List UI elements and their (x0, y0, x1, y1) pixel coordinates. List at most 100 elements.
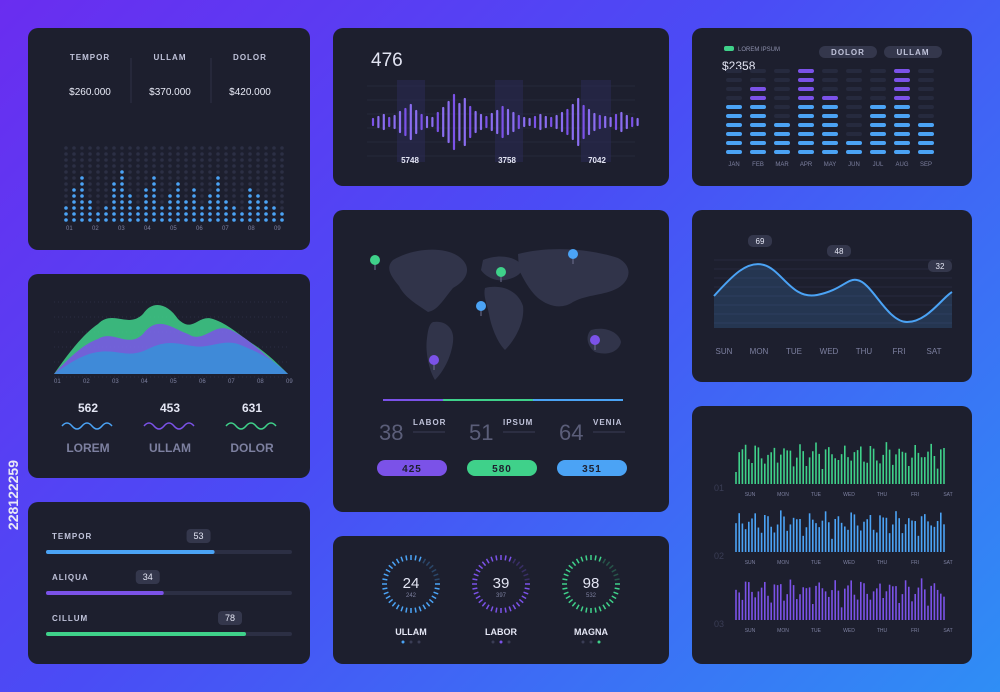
data-dot (80, 206, 84, 210)
x-tick: APR (800, 162, 813, 168)
stack-bar-segment (822, 150, 838, 154)
grid-dot (248, 164, 252, 168)
gauge-tick (383, 573, 389, 577)
stat-label: LABOR (413, 418, 446, 427)
stack-bar-empty (750, 78, 766, 82)
grid-dot (216, 158, 220, 162)
value-label: 32 (936, 262, 945, 271)
data-dot (216, 176, 220, 180)
stack-bar-segment (726, 123, 742, 127)
grid-dot (256, 164, 260, 168)
grid-dot (224, 146, 228, 150)
gauge-tick (594, 555, 597, 561)
grid-dot (80, 146, 84, 150)
grid-dot (144, 182, 148, 186)
stack-bar-segment (894, 96, 910, 100)
panel-progress-bars: TEMPOR 53 ALIQUA 34 CILLUM 78 (28, 502, 310, 664)
grid-dot (128, 152, 132, 156)
stat-label: ULLAM (149, 441, 191, 455)
gauge-tick (614, 578, 620, 581)
x-tick: 02 (83, 379, 90, 385)
stack-bar-empty (774, 87, 790, 91)
grid-dot (152, 152, 156, 156)
stack-bar-empty (822, 87, 838, 91)
stack-bar-segment (918, 141, 934, 145)
data-dot (208, 218, 212, 222)
data-dot (216, 188, 220, 192)
stack-bar-segment (774, 141, 790, 145)
data-dot (72, 218, 76, 222)
data-dot (64, 206, 68, 210)
data-dot (200, 218, 204, 222)
data-dot (208, 206, 212, 210)
gauge-tick (405, 607, 408, 613)
x-tick: 09 (286, 379, 293, 385)
stack-bar-segment (894, 114, 910, 118)
grid-dot (112, 146, 116, 150)
grid-dot (272, 194, 276, 198)
stack-bar-segment (870, 114, 886, 118)
gauge-tick (512, 604, 517, 610)
grid-dot (88, 182, 92, 186)
data-dot (256, 206, 260, 210)
stack-bar-segment (822, 141, 838, 145)
area-series-blue (54, 342, 288, 374)
map-pin-icon (429, 355, 439, 365)
stack-bar-segment (750, 150, 766, 154)
gauge-tick (504, 607, 507, 613)
grid-dot (144, 158, 148, 162)
stack-bar-segment (750, 105, 766, 109)
gauge-tick (524, 587, 530, 590)
gauge-dot (491, 640, 495, 644)
grid-dot (176, 146, 180, 150)
data-dot (120, 188, 124, 192)
day-tick: THU (856, 347, 873, 356)
stack-bar-empty (774, 96, 790, 100)
stack-bar-segment (894, 69, 910, 73)
stack-bar-empty (774, 78, 790, 82)
grid-dot (152, 158, 156, 162)
grid-dot (64, 182, 68, 186)
gauge-tick (515, 561, 521, 567)
gauge-tick (598, 606, 602, 612)
grid-dot (160, 188, 164, 192)
grid-dot (192, 170, 196, 174)
stack-bar-segment (726, 105, 742, 109)
grid-dot (192, 164, 196, 168)
grid-dot (200, 152, 204, 156)
data-dot (264, 200, 268, 204)
grid-dot (232, 158, 236, 162)
grid-dot (136, 188, 140, 192)
grid-dot (192, 176, 196, 180)
data-dot (128, 212, 132, 216)
gauge-tick (568, 598, 574, 604)
grid-dot (64, 146, 68, 150)
data-dot (184, 218, 188, 222)
stack-bar-segment (798, 132, 814, 136)
stack-bar-segment (750, 141, 766, 145)
data-dot (88, 200, 92, 204)
data-dot (176, 212, 180, 216)
gauge-tick (575, 558, 580, 564)
data-dot (80, 212, 84, 216)
stack-bar-segment (822, 132, 838, 136)
gauge-tick (385, 568, 391, 573)
x-tick: 04 (141, 379, 148, 385)
gauge-tick (472, 587, 478, 590)
grid-dot (112, 176, 116, 180)
grid-dot (96, 206, 100, 210)
ullam-button[interactable] (884, 46, 942, 58)
gauge-dot (409, 640, 413, 644)
gauge-tick (425, 561, 431, 567)
stack-bar-empty (870, 87, 886, 91)
grid-dot (168, 188, 172, 192)
stack-bar-segment (798, 78, 814, 82)
data-dot (248, 188, 252, 192)
grid-dot (216, 164, 220, 168)
value-badge (186, 529, 211, 543)
grid-dot (120, 146, 124, 150)
dolor-button[interactable] (819, 46, 877, 58)
bar-value: 53 (194, 531, 204, 541)
data-dot (216, 206, 220, 210)
